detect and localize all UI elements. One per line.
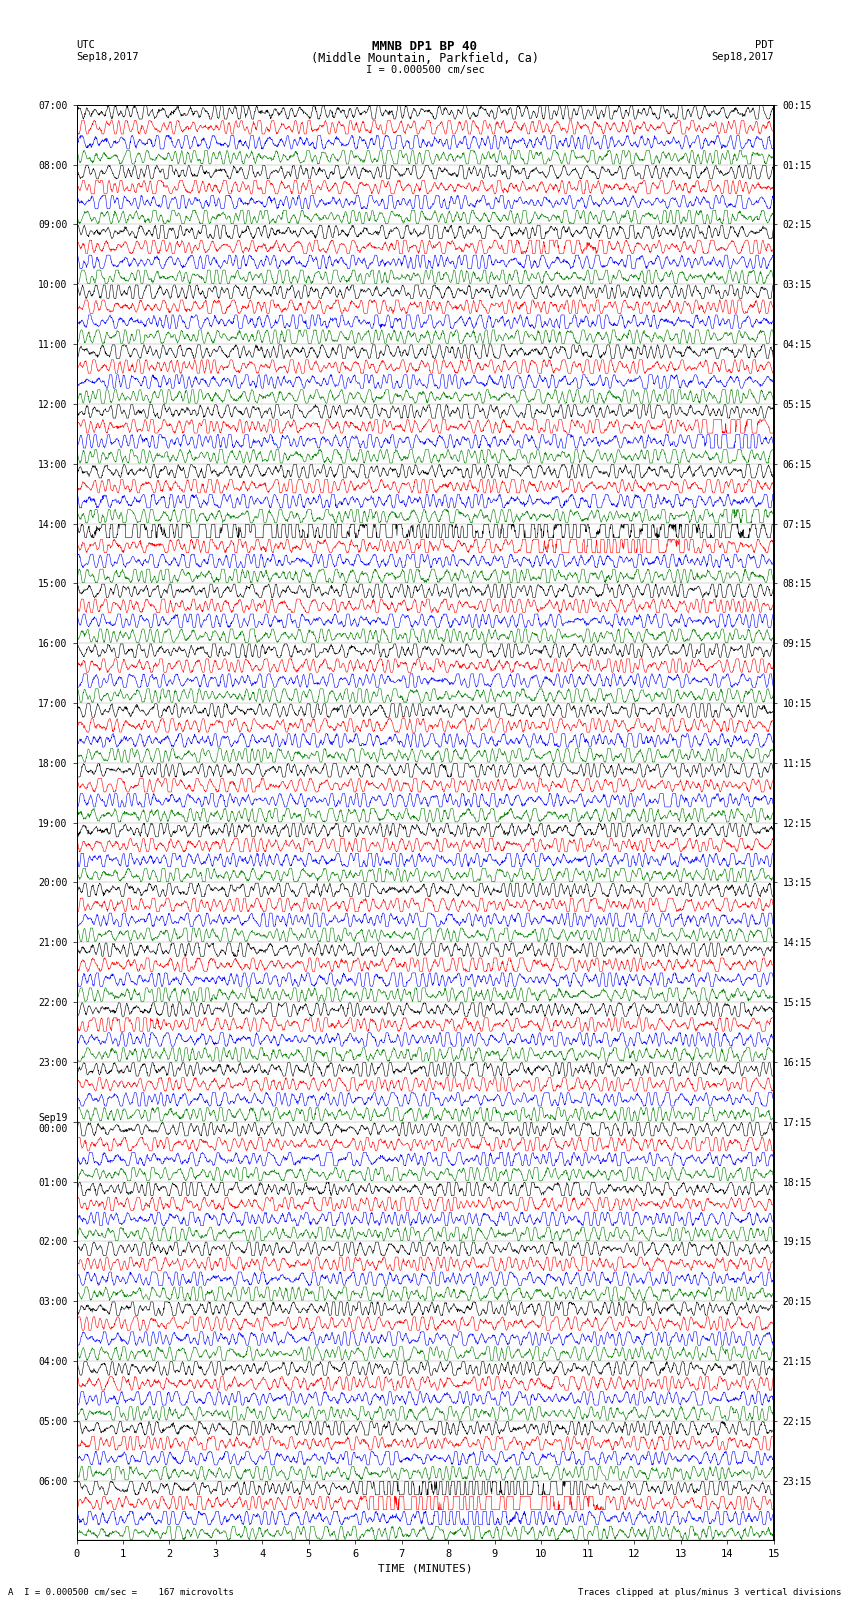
Text: (Middle Mountain, Parkfield, Ca): (Middle Mountain, Parkfield, Ca) [311, 52, 539, 65]
Text: A  I = 0.000500 cm/sec =    167 microvolts: A I = 0.000500 cm/sec = 167 microvolts [8, 1587, 235, 1597]
Text: I = 0.000500 cm/sec: I = 0.000500 cm/sec [366, 65, 484, 74]
Text: Sep18,2017: Sep18,2017 [711, 52, 774, 61]
Text: PDT: PDT [755, 40, 774, 50]
X-axis label: TIME (MINUTES): TIME (MINUTES) [377, 1563, 473, 1574]
Text: MMNB DP1 BP 40: MMNB DP1 BP 40 [372, 40, 478, 53]
Text: Sep18,2017: Sep18,2017 [76, 52, 139, 61]
Text: Traces clipped at plus/minus 3 vertical divisions: Traces clipped at plus/minus 3 vertical … [578, 1587, 842, 1597]
Text: UTC: UTC [76, 40, 95, 50]
